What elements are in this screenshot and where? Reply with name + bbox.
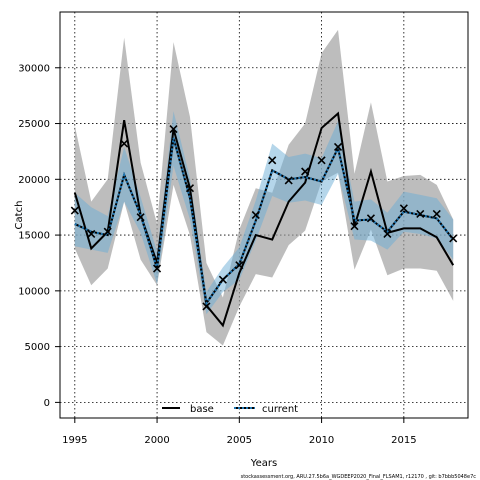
y-tick-label: 30000 [18, 63, 50, 74]
line-current [74, 137, 454, 306]
x-tick-label: 2015 [391, 435, 416, 446]
observed-point [432, 209, 441, 218]
x-tick-label: 2010 [309, 435, 334, 446]
observed-point [399, 204, 408, 213]
y-tick-label: 0 [44, 398, 50, 409]
y-tick-label: 25000 [18, 119, 50, 130]
band-base [74, 29, 454, 346]
observed-point [218, 275, 227, 284]
legend-label-base: base [190, 404, 214, 415]
observed-point [284, 176, 293, 185]
x-tick-label: 2000 [144, 435, 169, 446]
y-tick-label: 10000 [18, 286, 50, 297]
observed-point [70, 206, 79, 215]
observed-point [103, 227, 112, 236]
x-tick-label: 2005 [227, 435, 252, 446]
y-tick-label: 20000 [18, 175, 50, 186]
footnote: stockassessment.org, ARU.27.5b6a_WGDEEP2… [241, 474, 477, 480]
observed-point [136, 213, 145, 222]
observed-point [333, 142, 343, 152]
legend-label-current: current [262, 404, 298, 415]
plot-frame [59, 11, 469, 419]
observed-point [169, 125, 178, 134]
observed-point [350, 222, 359, 231]
observed-point [202, 302, 211, 311]
observed-point [235, 261, 244, 270]
observed-point [120, 139, 129, 148]
y-tick-label: 15000 [18, 231, 50, 242]
observed-point [366, 214, 376, 223]
y-axis-title: Catch [14, 201, 25, 230]
observed-point [317, 156, 326, 165]
x-tick-label: 1995 [62, 435, 87, 446]
y-tick-label: 5000 [25, 342, 50, 353]
observed-point [383, 229, 392, 239]
observed-point [251, 210, 260, 220]
observed-point [152, 264, 162, 273]
x-axis: 1995 2000 2005 2010 2015 [62, 418, 417, 446]
observed-point [87, 229, 96, 239]
x-axis-title: Years [250, 458, 277, 469]
observed-point [416, 209, 425, 218]
observed-point [301, 167, 310, 176]
confidence-bands [74, 29, 454, 346]
y-axis: 0 5000 10000 15000 20000 25000 30000 [18, 63, 60, 409]
observed-point [185, 184, 195, 193]
observed-markers [70, 125, 458, 311]
observed-point [268, 156, 277, 165]
observed-point [449, 234, 458, 243]
legend: base current [162, 404, 298, 415]
